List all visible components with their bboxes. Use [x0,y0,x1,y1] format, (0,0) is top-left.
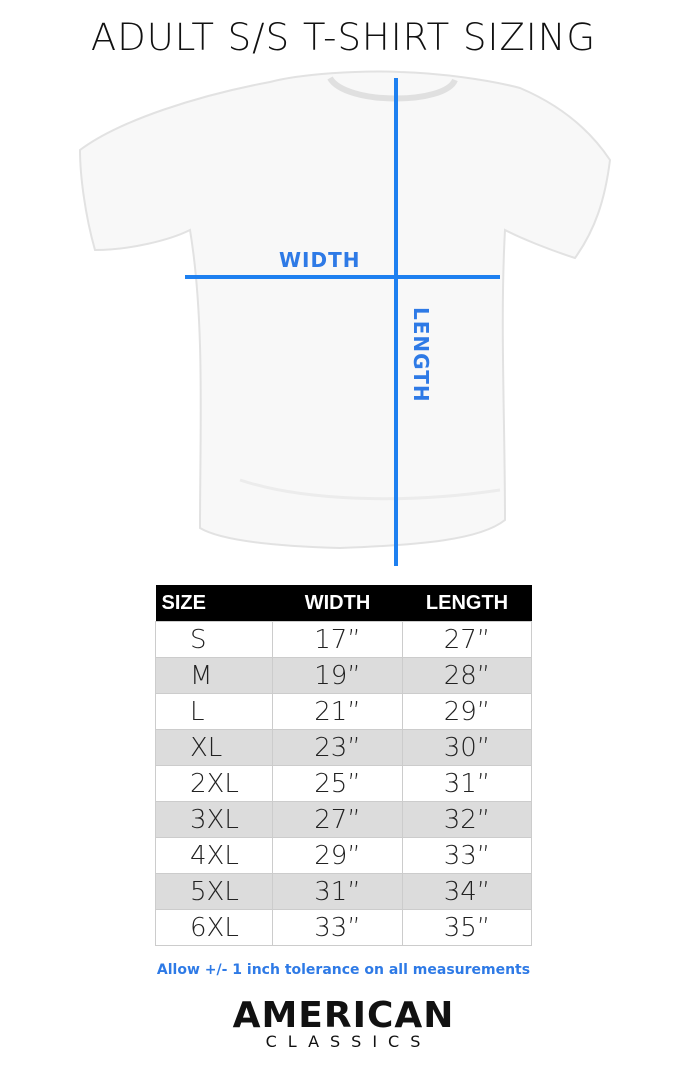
size-cell: 6XL [155,909,273,946]
length-cell: 29” [402,693,532,730]
width-cell: 17” [272,621,403,658]
table-row: 4XL 29” 33” [155,837,532,874]
page-title: ADULT S/S T-SHIRT SIZING [90,16,597,59]
width-cell: 25” [272,765,403,802]
table-row: S 17” 27” [155,621,532,658]
size-cell: 4XL [155,837,273,874]
brand-logo-sub: CLASSICS [265,1032,432,1051]
width-cell: 27” [272,801,403,838]
tshirt-shape [78,70,612,550]
length-label: LENGTH [409,307,433,403]
width-cell: 33” [272,909,403,946]
tshirt-diagram [78,70,612,566]
width-cell: 23” [272,729,403,766]
length-cell: 27” [402,621,532,658]
width-cell: 29” [272,837,403,874]
table-header: SIZE WIDTH LENGTH [155,585,532,622]
length-cell: 32” [402,801,532,838]
header-size: SIZE [155,585,273,622]
table-row: 2XL 25” 31” [155,765,532,802]
size-cell: 5XL [155,873,273,910]
size-cell: S [155,621,273,658]
length-cell: 34” [402,873,532,910]
table-row: 3XL 27” 32” [155,801,532,838]
table-row: M 19” 28” [155,657,532,694]
size-cell: 3XL [155,801,273,838]
size-cell: M [155,657,273,694]
width-cell: 31” [272,873,403,910]
size-table: SIZE WIDTH LENGTH S 17” 27” M 19” 28” L 21” 29” X… [155,585,532,946]
header-width: WIDTH [272,585,403,622]
length-cell: 35” [402,909,532,946]
size-cell: XL [155,729,273,766]
width-label: WIDTH [279,248,361,272]
table-row: 5XL 31” 34” [155,873,532,910]
length-cell: 28” [402,657,532,694]
length-cell: 30” [402,729,532,766]
tolerance-note: Allow +/- 1 inch tolerance on all measur… [156,962,531,978]
length-cell: 31” [402,765,532,802]
table-row: 6XL 33” 35” [155,909,532,946]
size-cell: 2XL [155,765,273,802]
length-cell: 33” [402,837,532,874]
table-row: XL 23” 30” [155,729,532,766]
width-cell: 19” [272,657,403,694]
header-length: LENGTH [402,585,532,622]
width-cell: 21” [272,693,403,730]
table-row: L 21” 29” [155,693,532,730]
brand-logo: AMERICAN [232,995,455,1036]
size-cell: L [155,693,273,730]
